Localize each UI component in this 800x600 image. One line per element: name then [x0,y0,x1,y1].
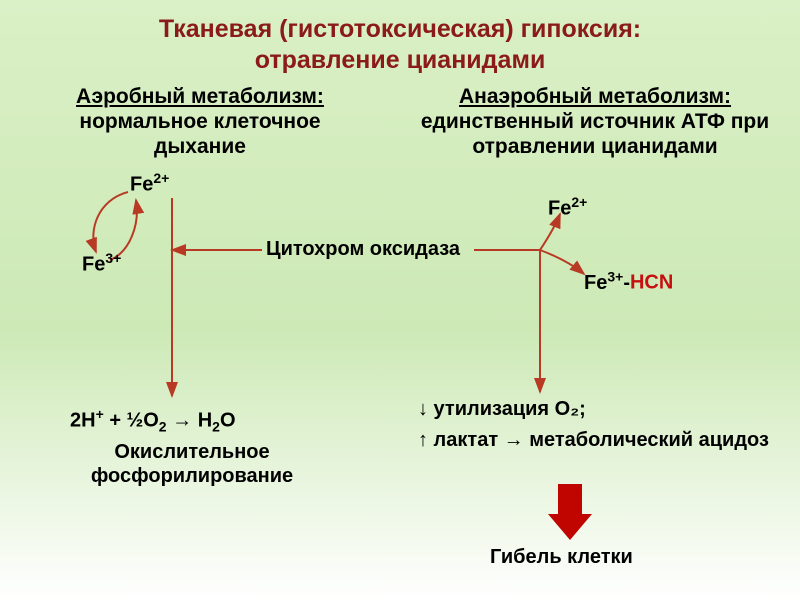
left-header: Аэробный метаболизм: нормальное клеточно… [40,84,360,160]
cytochrome-label: Цитохром оксидаза [266,238,460,261]
right-column: Анаэробный метаболизм: единственный исто… [410,84,780,160]
left-header-rest: нормальное клеточное дыхание [79,110,320,158]
cell-death: Гибель клетки [490,546,633,569]
fe3-left: Fe3+ [82,250,121,277]
left-column: Аэробный метаболизм: нормальное клеточно… [40,84,360,160]
title-line1: Тканевая (гистотоксическая) гипоксия: [0,14,800,45]
left-caption: Окислительное фосфорилирование [62,440,322,488]
right-result-2: ↑ лактат → метаболический ацидоз [418,428,788,452]
right-result-1: ↓ утилизация О₂; [418,398,586,421]
fe2-right: Fe2+ [548,194,587,221]
page-title: Тканевая (гистотоксическая) гипоксия: от… [0,0,800,77]
right-header-underline: Анаэробный метаболизм: [459,85,731,108]
right-header-rest: единственный источник АТФ при отравлении… [421,110,769,158]
right-header: Анаэробный метаболизм: единственный исто… [410,84,780,160]
fe2-left: Fe2+ [130,170,169,197]
title-line2: отравление цианидами [0,45,800,76]
left-header-underline: Аэробный метаболизм: [76,85,324,108]
left-equation: 2H+ + ½O2 → H2O [70,406,236,435]
fe3hcn-right: Fe3+-HCN [584,268,673,295]
